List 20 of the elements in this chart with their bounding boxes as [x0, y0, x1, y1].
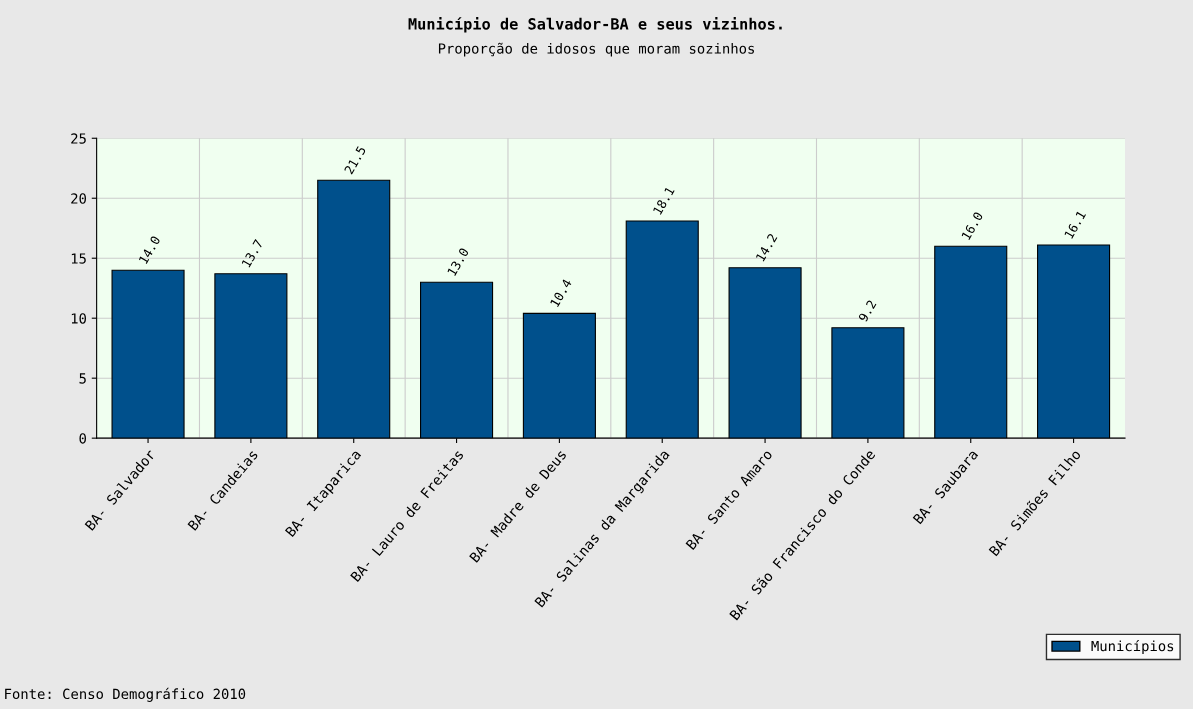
y-tick-label: 10	[71, 313, 87, 324]
legend-label: Municípios	[1091, 639, 1174, 654]
y-tick-label: 20	[71, 193, 87, 204]
source-note: Fonte: Censo Demográfico 2010	[5, 687, 246, 702]
bar	[420, 281, 494, 439]
bar	[1037, 244, 1111, 439]
bar	[831, 327, 905, 439]
chart-title: Município de Salvador-BA e seus vizinhos.	[408, 17, 782, 33]
bar	[625, 220, 699, 439]
y-tick-label: 25	[71, 133, 86, 144]
y-tick-label: 15	[71, 253, 86, 264]
bar	[522, 312, 596, 439]
y-tick-label: 0	[79, 433, 87, 444]
y-tick-label: 5	[79, 373, 86, 384]
bar	[317, 179, 391, 439]
bar	[214, 273, 288, 439]
bar	[111, 269, 185, 439]
bar	[728, 267, 802, 439]
chart-subtitle: Proporção de idosos que moram sozinhos	[438, 42, 754, 57]
bar	[934, 245, 1008, 439]
